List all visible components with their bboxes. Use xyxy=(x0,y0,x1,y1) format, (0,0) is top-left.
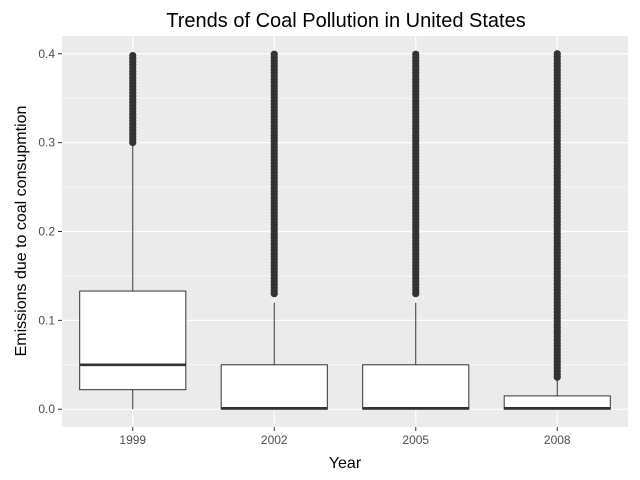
x-tick-label: 2002 xyxy=(261,433,288,447)
box-2005 xyxy=(362,50,470,410)
outlier-point xyxy=(412,50,420,58)
outlier-point xyxy=(553,50,561,58)
x-tick-label: 2005 xyxy=(402,433,429,447)
box-1999 xyxy=(79,51,187,410)
y-axis: 0.0 0.1 0.2 0.3 0.4 xyxy=(38,47,62,416)
outlier-point xyxy=(129,51,137,60)
box-rect xyxy=(79,290,187,391)
y-axis-title: Emissions due to coal consupmtion xyxy=(13,106,30,357)
y-tick-label: 0.4 xyxy=(38,47,55,61)
boxes-layer xyxy=(79,50,611,410)
box-2002 xyxy=(220,50,328,410)
box-2008 xyxy=(503,50,611,410)
y-tick-label: 0.3 xyxy=(38,136,55,150)
x-tick-label: 1999 xyxy=(119,433,146,447)
y-tick-label: 0.2 xyxy=(38,225,55,239)
chart-title: Trends of Coal Pollution in United State… xyxy=(166,10,525,32)
box-rect xyxy=(220,364,328,410)
y-tick-label: 0.1 xyxy=(38,313,55,327)
x-axis: 1999 2002 2005 2008 xyxy=(119,427,571,447)
outlier-point xyxy=(270,50,278,58)
x-axis-title: Year xyxy=(329,455,362,472)
x-tick-label: 2008 xyxy=(544,433,571,447)
y-tick-label: 0.0 xyxy=(38,402,55,416)
box-rect xyxy=(362,364,470,410)
